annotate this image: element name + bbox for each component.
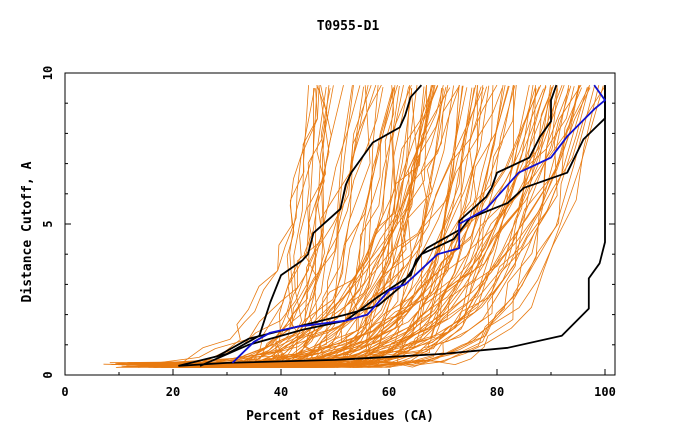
- x-axis-title: Percent of Residues (CA): [246, 409, 434, 424]
- background-curve: [147, 84, 382, 365]
- background-curve: [148, 85, 490, 368]
- background-curve: [109, 87, 484, 364]
- x-tick-label: 60: [382, 385, 396, 399]
- background-curve: [164, 87, 503, 364]
- background-curve: [191, 87, 451, 368]
- background-curve: [201, 87, 591, 368]
- series-line-blue-curve: [231, 84, 606, 364]
- background-curves: [103, 84, 606, 368]
- background-curve: [175, 86, 364, 368]
- y-tick-label: 5: [41, 220, 55, 227]
- background-curve: [195, 85, 439, 368]
- x-tick-label: 40: [274, 385, 288, 399]
- series-line-black-curve-4: [215, 85, 606, 358]
- x-tick-label: 100: [594, 385, 616, 399]
- background-curve: [296, 85, 572, 368]
- background-curve: [128, 85, 320, 367]
- background-curve: [210, 85, 444, 366]
- background-curve: [255, 88, 444, 368]
- background-curve: [183, 88, 544, 366]
- axis-ticks: 0 20 40 60 80 100 0 5 10: [41, 66, 616, 399]
- background-curve: [291, 85, 570, 368]
- series-line-black-curve-3: [178, 85, 606, 367]
- x-tick-label: 20: [166, 385, 180, 399]
- y-tick-label: 10: [41, 66, 55, 80]
- background-curve: [153, 86, 447, 368]
- background-curve: [256, 85, 454, 368]
- background-curve: [250, 88, 558, 368]
- background-curve: [229, 86, 554, 368]
- background-curve: [245, 84, 328, 368]
- background-curve: [192, 84, 498, 366]
- x-tick-label: 0: [61, 385, 68, 399]
- background-curve: [162, 86, 575, 368]
- background-curve: [195, 85, 418, 368]
- background-curve: [237, 85, 309, 368]
- background-curve: [163, 88, 318, 368]
- x-tick-label: 80: [490, 385, 504, 399]
- y-axis-title: Distance Cutoff, A: [20, 161, 35, 302]
- background-curve: [118, 84, 581, 368]
- series-layer: [178, 84, 606, 367]
- background-curve: [189, 84, 412, 368]
- background-curve: [264, 85, 379, 368]
- background-curve: [266, 86, 327, 368]
- background-curve: [255, 86, 547, 367]
- background-curve: [176, 85, 344, 368]
- series-line-black-curve-1: [178, 84, 423, 367]
- y-tick-label: 0: [41, 371, 55, 378]
- chart-title: T0955-D1: [317, 19, 380, 34]
- background-curve: [292, 85, 400, 368]
- background-curve: [133, 88, 393, 368]
- background-curve: [192, 85, 510, 368]
